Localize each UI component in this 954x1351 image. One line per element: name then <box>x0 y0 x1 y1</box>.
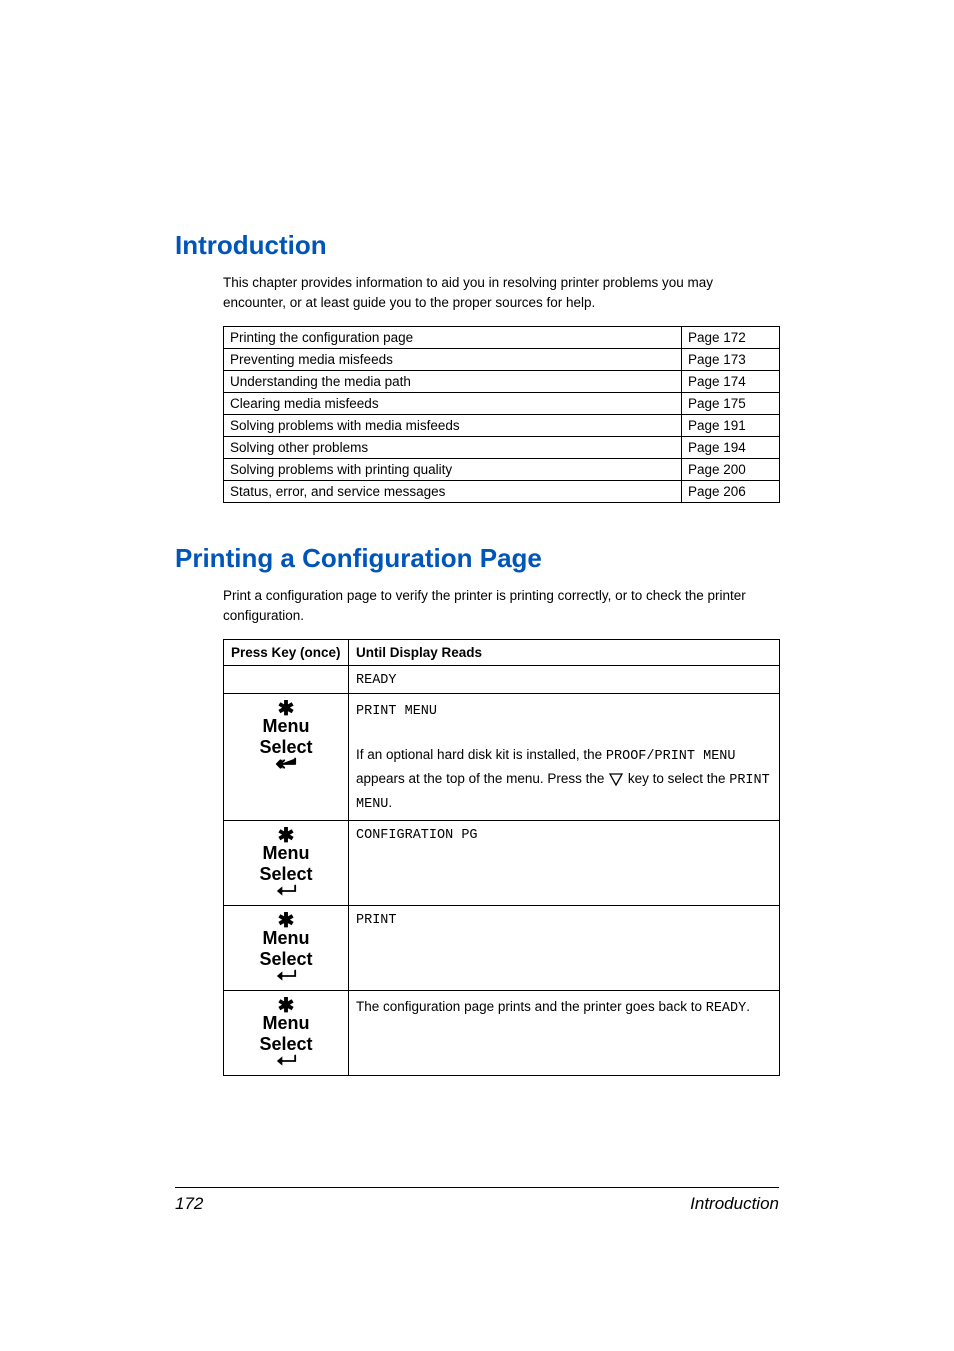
col-until-display: Until Display Reads <box>349 640 780 666</box>
table-row: ✱ Menu Select The configuration page pri… <box>224 991 780 1076</box>
key-select-label: Select <box>259 864 312 884</box>
intro-paragraph: This chapter provides information to aid… <box>223 273 779 312</box>
display-text: PRINT <box>356 913 397 928</box>
intro-heading: Introduction <box>175 230 779 261</box>
page-footer: 172 Introduction <box>175 1187 779 1214</box>
key-select-label: Select <box>259 1034 312 1054</box>
table-row: READY <box>224 666 780 694</box>
star-icon: ✱ <box>278 701 295 715</box>
step-text: PRINT MENU If an optional hard disk kit … <box>356 699 772 815</box>
text-part: . <box>746 999 750 1014</box>
ref-topic: Solving other problems <box>224 437 682 459</box>
enter-arrow-icon <box>275 884 297 898</box>
table-row: ✱ Menu Select PRINT MENU If an optional … <box>224 694 780 821</box>
ref-page: Page 172 <box>682 327 780 349</box>
display-text: PRINT MENU <box>356 704 437 719</box>
enter-arrow-icon <box>275 969 297 983</box>
menu-select-key-icon: ✱ Menu Select <box>231 699 341 773</box>
table-row: Status, error, and service messages Page… <box>224 481 780 503</box>
printing-heading: Printing a Configuration Page <box>175 543 779 574</box>
press-key-cell: ✱ Menu Select <box>224 694 349 821</box>
mono-part: PROOF/PRINT MENU <box>606 749 736 764</box>
ref-page: Page 175 <box>682 393 780 415</box>
key-select-label: Select <box>259 737 312 757</box>
table-header-row: Press Key (once) Until Display Reads <box>224 640 780 666</box>
ref-topic: Solving problems with printing quality <box>224 459 682 481</box>
press-key-cell <box>224 666 349 694</box>
table-row: Solving problems with printing quality P… <box>224 459 780 481</box>
ref-page: Page 200 <box>682 459 780 481</box>
footer-page-number: 172 <box>175 1194 203 1214</box>
footer-title: Introduction <box>690 1194 779 1214</box>
star-icon: ✱ <box>278 998 295 1012</box>
display-cell: CONFIGRATION PG <box>349 821 780 906</box>
table-row: ✱ Menu Select PRINT <box>224 906 780 991</box>
table-row: Preventing media misfeeds Page 173 <box>224 349 780 371</box>
menu-select-key-icon: ✱ Menu Select <box>231 996 341 1070</box>
steps-table: Press Key (once) Until Display Reads REA… <box>223 639 780 1076</box>
key-menu-label: Menu <box>263 842 310 864</box>
enter-arrow-icon <box>275 1054 297 1068</box>
mono-part: READY <box>706 1001 747 1016</box>
ref-page: Page 174 <box>682 371 780 393</box>
key-menu-label: Menu <box>263 1012 310 1034</box>
table-row: Solving other problems Page 194 <box>224 437 780 459</box>
table-row: Understanding the media path Page 174 <box>224 371 780 393</box>
ref-topic: Printing the configuration page <box>224 327 682 349</box>
menu-select-key-icon: ✱ Menu Select <box>231 911 341 985</box>
key-menu-label: Menu <box>263 927 310 949</box>
display-text: CONFIGRATION PG <box>356 828 478 843</box>
ref-page: Page 173 <box>682 349 780 371</box>
ref-topic: Clearing media misfeeds <box>224 393 682 415</box>
text-part: key to select the <box>624 771 729 786</box>
table-row: Clearing media misfeeds Page 175 <box>224 393 780 415</box>
press-key-cell: ✱ Menu Select <box>224 906 349 991</box>
ref-topic: Solving problems with media misfeeds <box>224 415 682 437</box>
display-cell: PRINT <box>349 906 780 991</box>
ref-topic: Status, error, and service messages <box>224 481 682 503</box>
display-cell: PRINT MENU If an optional hard disk kit … <box>349 694 780 821</box>
config-paragraph: Print a configuration page to verify the… <box>223 586 779 625</box>
table-row: Solving problems with media misfeeds Pag… <box>224 415 780 437</box>
step-text: The configuration page prints and the pr… <box>356 996 772 1020</box>
press-key-cell: ✱ Menu Select <box>224 821 349 906</box>
display-cell: The configuration page prints and the pr… <box>349 991 780 1076</box>
down-triangle-icon <box>608 769 624 791</box>
ref-topic: Understanding the media path <box>224 371 682 393</box>
text-part: . <box>388 795 392 810</box>
ref-page: Page 206 <box>682 481 780 503</box>
ref-topic: Preventing media misfeeds <box>224 349 682 371</box>
key-select-label: Select <box>259 949 312 969</box>
ref-page: Page 194 <box>682 437 780 459</box>
text-part: If an optional hard disk kit is installe… <box>356 747 606 762</box>
press-key-cell: ✱ Menu Select <box>224 991 349 1076</box>
display-cell: READY <box>349 666 780 694</box>
display-text: READY <box>356 673 397 688</box>
menu-select-key-icon: ✱ Menu Select <box>231 826 341 900</box>
star-icon: ✱ <box>278 828 295 842</box>
star-icon: ✱ <box>278 913 295 927</box>
table-row: Printing the configuration page Page 172 <box>224 327 780 349</box>
key-menu-label: Menu <box>263 715 310 737</box>
col-press-key: Press Key (once) <box>224 640 349 666</box>
table-row: ✱ Menu Select CONFIGRATION PG <box>224 821 780 906</box>
reference-table: Printing the configuration page Page 172… <box>223 326 780 503</box>
text-part: The configuration page prints and the pr… <box>356 999 706 1014</box>
text-part: appears at the top of the menu. Press th… <box>356 771 608 786</box>
ref-page: Page 191 <box>682 415 780 437</box>
enter-arrow-icon <box>275 757 297 771</box>
